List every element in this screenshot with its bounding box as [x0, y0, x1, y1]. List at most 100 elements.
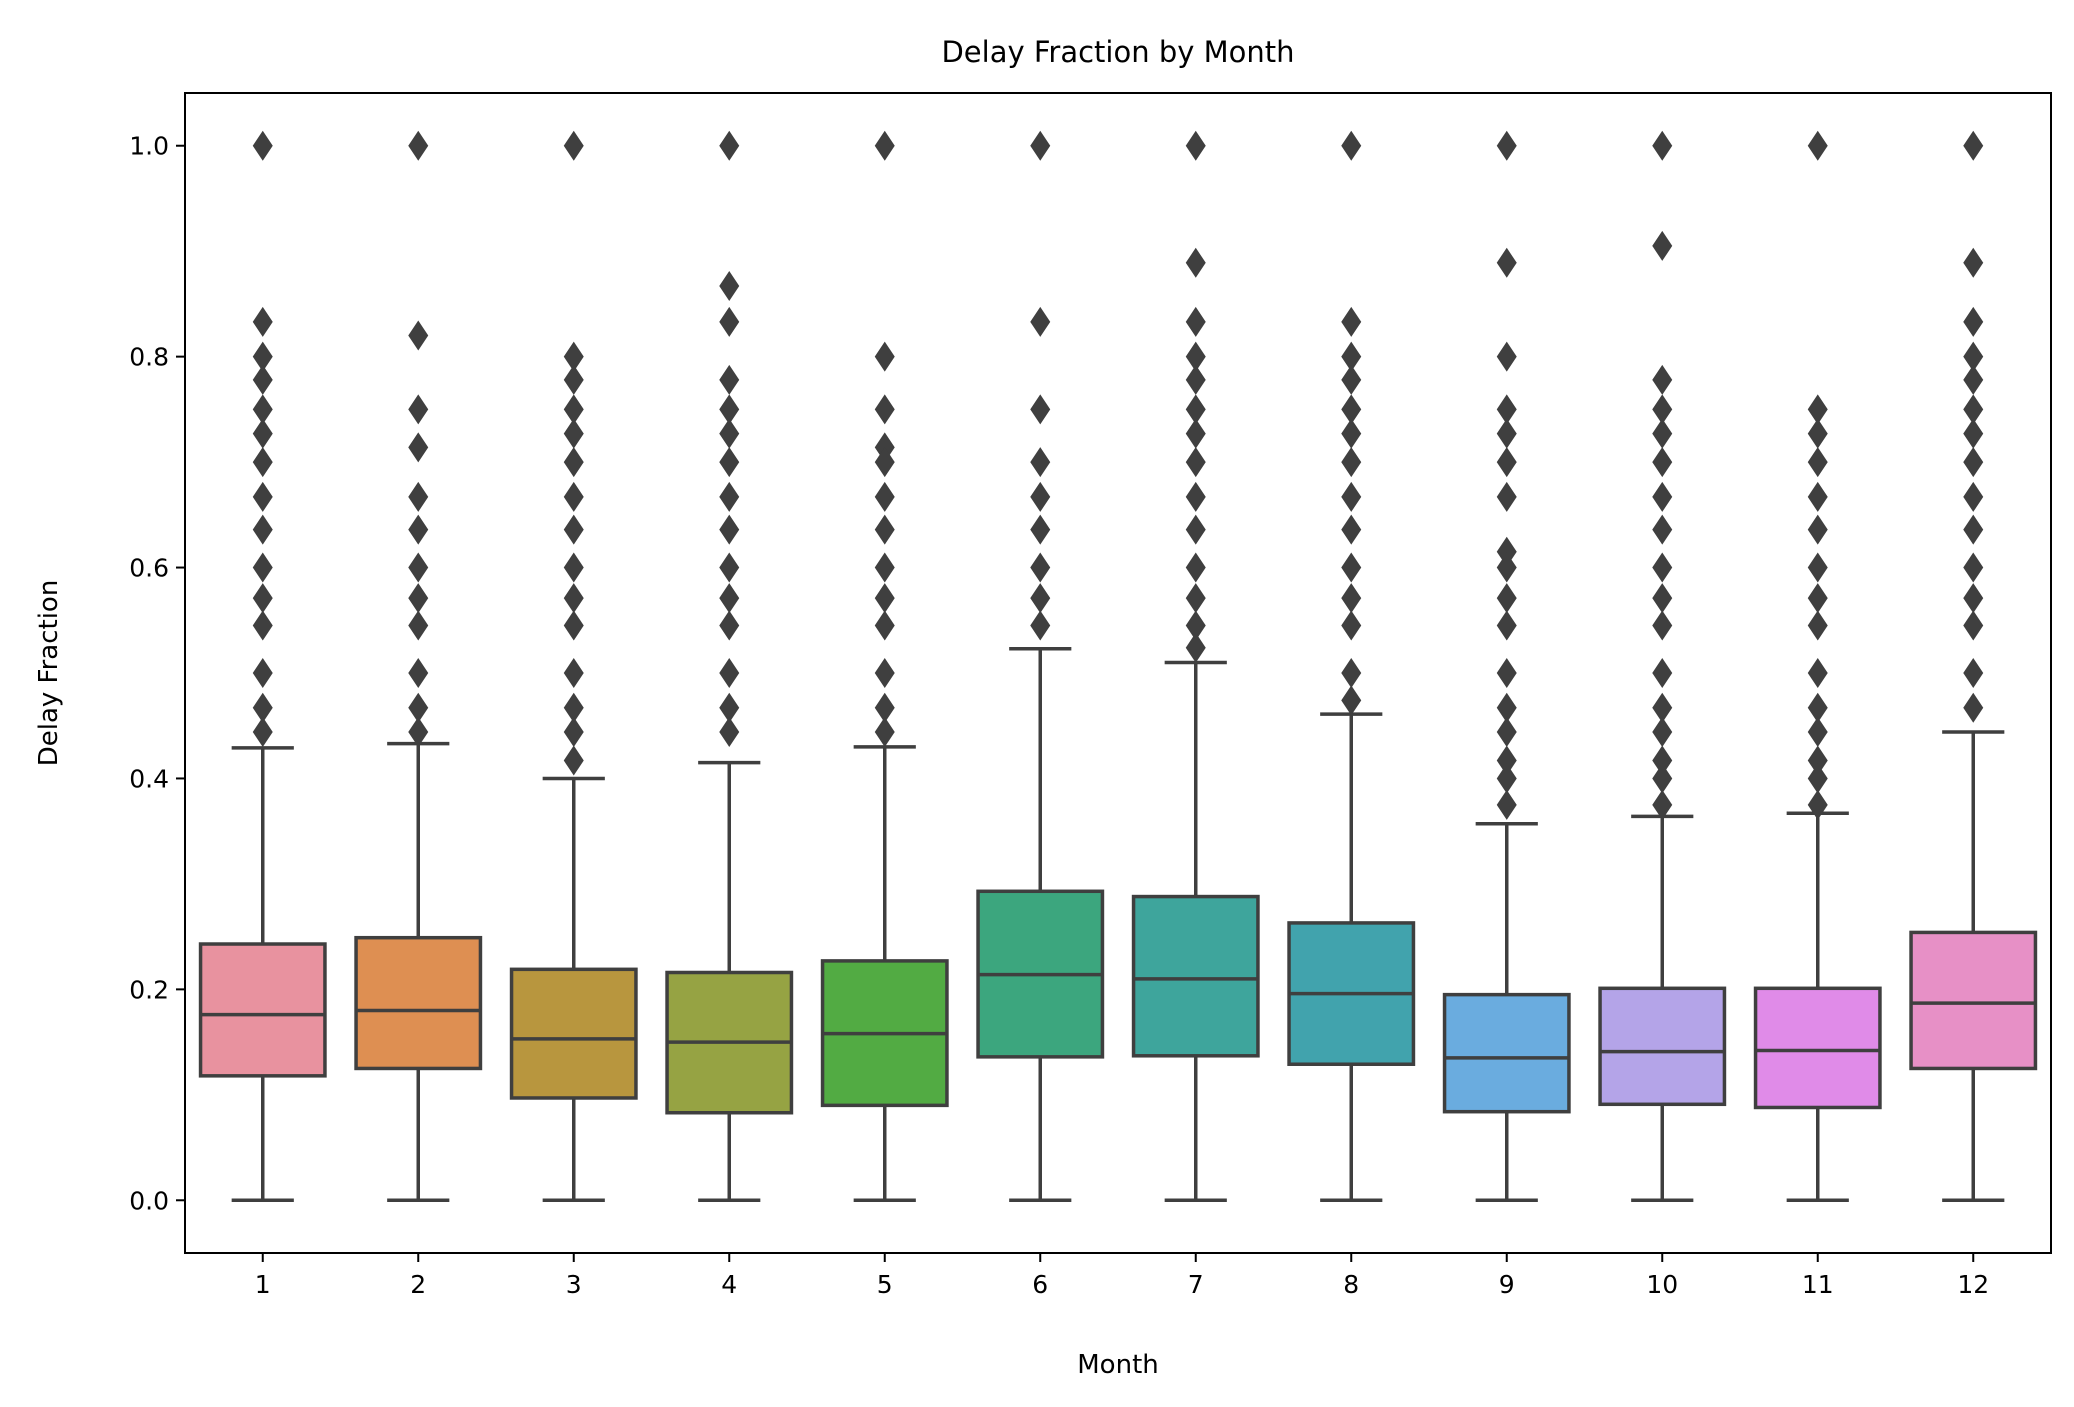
outlier-point	[563, 447, 584, 478]
outlier-point	[408, 583, 429, 614]
outlier-point	[1185, 447, 1206, 478]
outlier-point	[874, 394, 895, 425]
plot-area	[198, 130, 2038, 1203]
outlier-point	[1807, 514, 1828, 545]
outlier-point	[1496, 341, 1517, 372]
outlier-point	[1807, 658, 1828, 688]
outlier-point	[719, 717, 740, 748]
outlier-point	[563, 717, 584, 748]
outlier-point	[1030, 130, 1051, 161]
outlier-point	[1652, 364, 1673, 395]
chart-title: Delay Fraction by Month	[941, 35, 1294, 69]
box-group-month-12	[1909, 130, 2038, 1203]
outlier-point	[1963, 481, 1984, 512]
box-group-month-1	[198, 130, 327, 1203]
outlier-point	[563, 364, 584, 395]
outlier-point	[252, 447, 273, 478]
outlier-point	[1185, 418, 1206, 449]
x-tick-label: 6	[1032, 1270, 1048, 1299]
outlier-point	[874, 610, 895, 641]
outlier-point	[252, 130, 273, 161]
outlier-point	[1652, 552, 1673, 583]
outlier-point	[1030, 481, 1051, 512]
outlier-point	[1030, 306, 1051, 337]
box-group-month-10	[1598, 130, 1727, 1203]
outlier-point	[1341, 306, 1362, 337]
box-group-month-6	[976, 130, 1105, 1203]
box-group-month-5	[820, 130, 949, 1203]
outlier-point	[719, 270, 740, 301]
outlier-point	[719, 610, 740, 641]
outlier-point	[1496, 717, 1517, 748]
outlier-point	[252, 692, 273, 723]
outlier-point	[1030, 447, 1051, 478]
y-axis-label: Delay Fraction	[34, 580, 64, 767]
outlier-point	[1185, 394, 1206, 425]
outlier-point	[1963, 692, 1984, 723]
outlier-point	[874, 447, 895, 478]
outlier-point	[719, 583, 740, 614]
outlier-point	[719, 552, 740, 583]
outlier-point	[719, 418, 740, 449]
outlier-point	[1496, 658, 1517, 688]
outlier-point	[1185, 514, 1206, 545]
outlier-point	[252, 418, 273, 449]
outlier-point	[563, 341, 584, 372]
outlier-point	[1807, 692, 1828, 723]
iqr-box	[198, 942, 327, 1078]
outlier-point	[1963, 130, 1984, 161]
outlier-point	[1496, 552, 1517, 583]
outlier-point	[408, 658, 429, 688]
box-group-month-9	[1442, 130, 1571, 1203]
outlier-point	[1185, 481, 1206, 512]
outlier-point	[1185, 552, 1206, 583]
outlier-point	[1185, 632, 1206, 663]
outlier-point	[1341, 341, 1362, 372]
outlier-point	[1496, 583, 1517, 614]
outlier-point	[408, 432, 429, 463]
outlier-point	[1963, 364, 1984, 395]
x-tick-label: 3	[566, 1270, 582, 1299]
outlier-point	[874, 552, 895, 583]
outlier-point	[719, 394, 740, 425]
outlier-point	[1963, 306, 1984, 337]
outlier-point	[252, 364, 273, 395]
outlier-point	[719, 514, 740, 545]
outlier-point	[1652, 583, 1673, 614]
outlier-point	[719, 692, 740, 723]
outlier-point	[563, 658, 584, 688]
outlier-point	[1963, 552, 1984, 583]
outlier-point	[1341, 685, 1362, 716]
outlier-point	[1341, 583, 1362, 614]
outlier-point	[1807, 610, 1828, 641]
outlier-point	[1030, 514, 1051, 545]
outlier-point	[1963, 341, 1984, 372]
outlier-point	[1963, 658, 1984, 688]
x-axis-label: Month	[1077, 1350, 1159, 1380]
outlier-point	[1496, 610, 1517, 641]
outlier-point	[1496, 447, 1517, 478]
outlier-point	[1652, 763, 1673, 794]
outlier-point	[252, 514, 273, 545]
box-group-month-4	[665, 130, 794, 1203]
box-group-month-11	[1753, 130, 1882, 1203]
outlier-point	[1807, 789, 1828, 820]
outlier-point	[1496, 692, 1517, 723]
outlier-point	[1341, 658, 1362, 688]
outlier-point	[408, 717, 429, 748]
x-tick-label: 12	[1957, 1270, 1989, 1299]
y-tick-label: 0.4	[129, 764, 169, 793]
outlier-point	[1807, 130, 1828, 161]
y-axis: 0.0 0.2 0.4 0.6 0.8 1.0	[129, 132, 185, 1215]
outlier-point	[719, 130, 740, 161]
y-tick-label: 0.2	[129, 975, 169, 1004]
outlier-point	[252, 583, 273, 614]
outlier-point	[563, 745, 584, 776]
outlier-point	[874, 692, 895, 723]
x-tick-label: 5	[877, 1270, 893, 1299]
outlier-point	[1496, 247, 1517, 278]
outlier-point	[874, 658, 895, 688]
outlier-point	[563, 130, 584, 161]
outlier-point	[1185, 130, 1206, 161]
